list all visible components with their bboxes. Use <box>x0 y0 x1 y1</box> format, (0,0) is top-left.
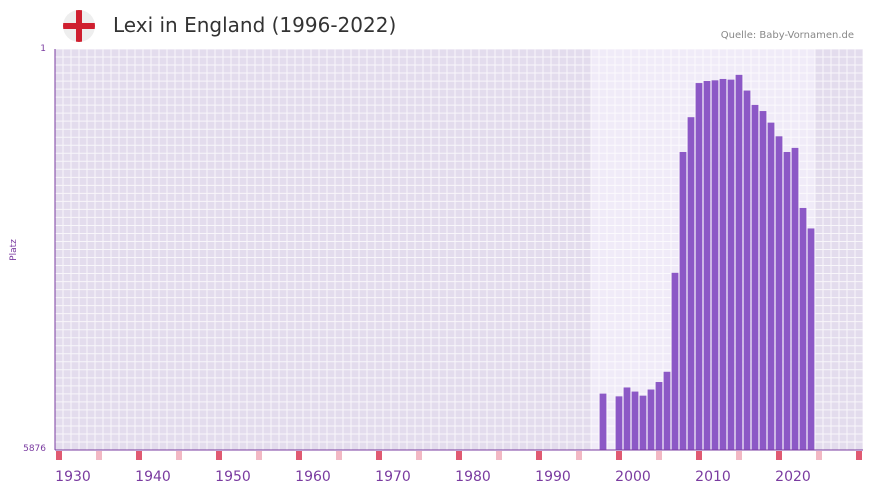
year-marker-1973 <box>416 451 422 460</box>
bar-2019 <box>783 151 791 450</box>
bar-2001 <box>639 395 647 450</box>
x-tick-2010: 2010 <box>695 469 731 485</box>
year-marker-2008 <box>696 451 702 460</box>
year-marker-1998 <box>616 451 622 460</box>
x-tick-1990: 1990 <box>535 469 571 485</box>
bar-2011 <box>719 78 727 451</box>
bar-2016 <box>759 111 767 451</box>
bar-2012 <box>727 79 735 450</box>
bar-2002 <box>647 389 655 450</box>
x-tick-2000: 2000 <box>615 469 651 485</box>
bar-2000 <box>631 391 639 450</box>
x-tick-1970: 1970 <box>375 469 411 485</box>
bar-1998 <box>615 396 623 450</box>
x-tick-2020: 2020 <box>775 469 811 485</box>
x-tick-1960: 1960 <box>295 469 331 485</box>
bar-2006 <box>679 151 687 450</box>
year-marker-1933 <box>96 451 102 460</box>
year-marker-1963 <box>336 451 342 460</box>
bar-2021 <box>799 207 807 450</box>
year-marker-1988 <box>536 451 542 460</box>
year-marker-1948 <box>216 451 222 460</box>
england-flag-icon <box>63 10 95 42</box>
bar-2007 <box>687 117 695 450</box>
year-marker-1978 <box>456 451 462 460</box>
x-tick-1950: 1950 <box>215 469 251 485</box>
year-marker-2023 <box>816 451 822 460</box>
bar-2005 <box>671 272 679 450</box>
bar-2008 <box>695 83 703 451</box>
year-marker-1928 <box>56 451 62 460</box>
bar-2015 <box>751 104 759 450</box>
year-marker-1993 <box>576 451 582 460</box>
bar-2009 <box>703 81 711 450</box>
y-tick-bottom: 5876 <box>23 444 46 454</box>
year-marker-1953 <box>256 451 262 460</box>
year-marker-1958 <box>296 451 302 460</box>
year-marker-2028 <box>856 451 862 460</box>
year-marker-1983 <box>496 451 502 460</box>
year-marker-1938 <box>136 451 142 460</box>
x-tick-1980: 1980 <box>455 469 491 485</box>
bar-2014 <box>743 90 751 450</box>
y-tick-top: 1 <box>40 44 46 54</box>
bar-1999 <box>623 387 631 450</box>
bar-2013 <box>735 74 743 450</box>
bar-2010 <box>711 80 719 450</box>
source-link[interactable]: Quelle: Baby-Vornamen.de <box>720 30 854 41</box>
x-tick-1940: 1940 <box>135 469 171 485</box>
bar-2004 <box>663 371 671 450</box>
bar-1996 <box>599 393 607 450</box>
chart-title: Lexi in England (1996-2022) <box>113 13 397 37</box>
bar-2022 <box>807 228 815 450</box>
year-marker-1968 <box>376 451 382 460</box>
year-marker-2013 <box>736 451 742 460</box>
x-tick-1930: 1930 <box>55 469 91 485</box>
year-marker-2018 <box>776 451 782 460</box>
year-marker-2003 <box>656 451 662 460</box>
bar-2017 <box>767 122 775 450</box>
bar-2003 <box>655 382 663 450</box>
bar-2018 <box>775 136 783 450</box>
year-marker-1943 <box>176 451 182 460</box>
bar-2020 <box>791 147 799 450</box>
